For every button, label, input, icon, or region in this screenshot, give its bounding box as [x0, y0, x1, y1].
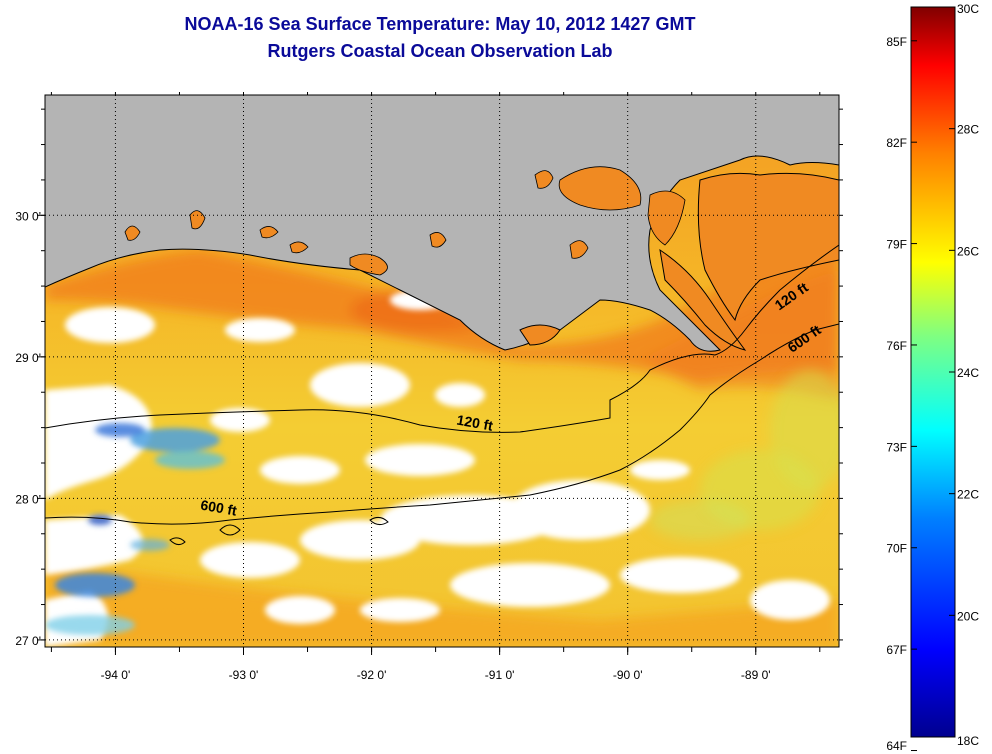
plot-border [44, 94, 840, 648]
lon-tick-label: -94 0' [101, 668, 131, 682]
colorbar: 30C 28C 26C 24C 22C 20C 18C 85F 82F 79F 76F 73F 70F 6… [886, 2, 979, 753]
colorbar-f-label: 79F [886, 238, 907, 252]
colorbar-c-label: 30C [957, 2, 979, 16]
map-axes: -94 0' -93 0' -92 0' -91 0' -90 0' -89 0' 27 0… [15, 92, 843, 682]
colorbar-c-label: 18C [957, 734, 979, 748]
contour-label: 600 ft [199, 497, 238, 519]
mississippi-delta [519, 172, 839, 351]
lon-tick-label: -93 0' [229, 668, 259, 682]
colorbar-ticks: 30C 28C 26C 24C 22C 20C 18C 85F 82F 79F 76F 73F 70F 6… [886, 2, 979, 753]
colorbar-c-label: 28C [957, 123, 979, 137]
contour-label: 120 ft [455, 412, 494, 434]
colorbar-f-label: 73F [886, 440, 907, 454]
lon-tick-label: -90 0' [613, 668, 643, 682]
colorbar-c-label: 26C [957, 244, 979, 258]
cloud-cover [45, 290, 830, 647]
colorbar-f-label: 64F [886, 739, 907, 753]
colorbar-f-label: 70F [886, 542, 907, 556]
cooler-patches [650, 370, 839, 540]
lon-tick-label: -92 0' [357, 668, 387, 682]
lat-tick-label: 27 0' [15, 634, 41, 648]
colorbar-gradient [910, 6, 956, 738]
lat-tick-label: 30 0' [15, 209, 41, 223]
contour-600ft [45, 323, 839, 525]
colorbar-f-label: 67F [886, 643, 907, 657]
lat-tick-label: 28 0' [15, 492, 41, 506]
lon-tick-label: -89 0' [741, 668, 771, 682]
colorbar-f-label: 82F [886, 136, 907, 150]
colorbar-f-label: 76F [886, 339, 907, 353]
contour-120ft [45, 244, 839, 433]
lon-tick-label: -91 0' [485, 668, 515, 682]
colorbar-f-label: 85F [886, 35, 907, 49]
colorbar-c-label: 22C [957, 488, 979, 502]
map-subtitle: Rutgers Coastal Ocean Observation Lab [267, 41, 613, 61]
bathymetry-contours [45, 244, 839, 546]
inland-lakes [124, 166, 686, 276]
lat-tick-label: 29 0' [15, 351, 41, 365]
colorbar-c-label: 20C [957, 609, 979, 623]
map-title: NOAA-16 Sea Surface Temperature: May 10,… [184, 14, 696, 34]
colorbar-c-label: 24C [957, 366, 979, 380]
lat-lon-grid [45, 95, 839, 647]
